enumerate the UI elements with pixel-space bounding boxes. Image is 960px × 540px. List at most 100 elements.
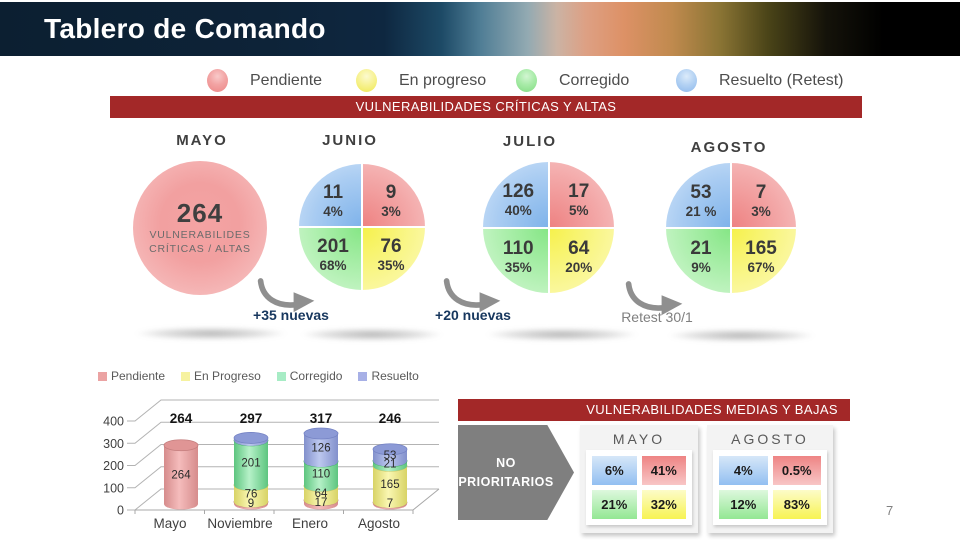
svg-text:53: 53 [384, 450, 397, 462]
corregido-marker-icon [276, 371, 286, 381]
svg-text:246: 246 [379, 411, 402, 426]
card-title: MAYO [612, 431, 666, 447]
mayo-total-circle: 264 VULNERABILIDES CRÍTICAS / ALTAS [133, 161, 267, 295]
svg-text:400: 400 [103, 415, 124, 429]
legend-label: En progreso [399, 71, 487, 89]
bar-legend-pendiente: Pendiente [98, 369, 165, 383]
agosto-resuelto-quadrant: 53 21 % [666, 163, 730, 227]
arrow-julio-agosto-icon [625, 281, 683, 316]
legend-item-resuelto: Resuelto (Retest) [676, 69, 844, 92]
agosto-pendiente-quadrant: 7 3% [732, 163, 796, 227]
svg-text:317: 317 [310, 411, 333, 426]
percent: 35% [377, 257, 405, 273]
en-progreso-dot-icon [356, 69, 377, 92]
percent: 68% [319, 257, 347, 273]
percent: 21 % [685, 203, 717, 219]
mayo-total-value: 264 [176, 198, 224, 229]
value: 76 [380, 236, 402, 258]
svg-text:7: 7 [387, 498, 393, 510]
value: 64 [568, 237, 590, 259]
pendiente-dot-icon [207, 69, 228, 92]
svg-text:Enero: Enero [292, 516, 328, 531]
junio-shadow [302, 328, 442, 341]
bar-legend-en-progreso: En Progreso [181, 369, 261, 383]
bar-legend-label: Corregido [289, 369, 343, 383]
bar-legend-resuelto: Resuelto [358, 369, 419, 383]
value: 21 [690, 238, 712, 260]
arrow-junio-julio-icon [443, 278, 501, 313]
agosto-en-progreso-quadrant: 165 67% [732, 229, 796, 293]
card-grid: 4% 0.5% 12% 83% [713, 450, 827, 525]
mayo-corregido-cell: 21% [592, 490, 637, 519]
value: 126 [502, 181, 535, 203]
card-grid: 6% 41% 21% 32% [586, 450, 692, 525]
pie-julio: 126 40% 17 5% 110 35% 64 20% [483, 162, 614, 293]
value: 110 [502, 237, 534, 259]
svg-text:9: 9 [248, 498, 254, 510]
card-title: AGOSTO [731, 431, 809, 447]
svg-text:Mayo: Mayo [153, 516, 186, 531]
chevron-line-1: NO [496, 455, 516, 470]
resuelto-marker-icon [358, 371, 368, 381]
page-title: Tablero de Comando [44, 13, 326, 44]
value: 17 [568, 181, 590, 203]
value: 53 [690, 182, 712, 204]
bar-legend-label: En Progreso [194, 369, 261, 383]
bar-legend-label: Pendiente [111, 369, 166, 383]
legend-label: Corregido [559, 71, 630, 89]
chevron-line-2: PRIORITARIOS [458, 474, 554, 489]
transition-label-retest: Retest 30/1 [621, 309, 693, 325]
percent: 67% [747, 259, 775, 275]
percent: 40% [504, 203, 532, 219]
julio-resuelto-quadrant: 126 40% [483, 162, 548, 227]
svg-text:Agosto: Agosto [358, 516, 400, 531]
junio-pendiente-quadrant: 9 3% [363, 164, 425, 226]
page-number: 7 [886, 503, 894, 518]
mayo-subtitle-1: VULNERABILIDES [149, 228, 251, 241]
svg-text:0: 0 [117, 504, 124, 518]
svg-text:165: 165 [380, 479, 399, 491]
svg-text:264: 264 [170, 411, 193, 426]
svg-text:126: 126 [311, 442, 330, 454]
percent: 3% [751, 203, 771, 219]
value: 7 [755, 182, 767, 204]
mayo-subtitle-2: CRÍTICAS / ALTAS [149, 243, 251, 256]
en-progreso-marker-icon [181, 371, 191, 381]
percent: 9% [691, 259, 711, 275]
julio-corregido-quadrant: 110 35% [483, 228, 548, 293]
resuelto-dot-icon [676, 69, 697, 92]
julio-shadow [487, 328, 637, 341]
arrow-mayo-junio-icon [257, 278, 315, 313]
svg-text:76: 76 [245, 489, 258, 501]
value: 11 [322, 182, 344, 204]
svg-text:201: 201 [241, 458, 260, 470]
svg-text:100: 100 [103, 481, 124, 495]
svg-text:264: 264 [171, 470, 191, 482]
svg-text:21: 21 [384, 458, 397, 470]
banner-criticas-altas: VULNERABILIDADES CRÍTICAS Y ALTAS [110, 96, 862, 118]
svg-text:17: 17 [315, 497, 328, 509]
value: 9 [385, 182, 397, 204]
svg-text:200: 200 [103, 459, 124, 473]
svg-text:64: 64 [315, 488, 328, 500]
banner-medias-bajas: VULNERABILIDADES MEDIAS Y BAJAS [458, 399, 850, 421]
svg-text:297: 297 [240, 411, 263, 426]
transition-label-nuevas-julio: +20 nuevas [435, 307, 511, 323]
page-header: Tablero de Comando [0, 2, 960, 56]
pendiente-marker-icon [98, 371, 107, 381]
value: 165 [745, 238, 777, 260]
percent: 20% [565, 259, 593, 275]
legend-item-en-progreso: En progreso [356, 69, 486, 92]
percent: 5% [568, 203, 589, 219]
percent: 4% [323, 203, 343, 219]
mayo-en-progreso-cell: 32% [641, 490, 686, 519]
summary-card-agosto: AGOSTO 4% 0.5% 12% 83% [707, 425, 833, 533]
julio-pendiente-quadrant: 17 5% [549, 162, 614, 227]
percent: 3% [381, 203, 401, 219]
value: 201 [317, 236, 349, 258]
agosto-corregido-cell: 12% [719, 490, 768, 519]
month-title-junio: JUNIO [322, 132, 378, 149]
agosto-en-progreso-cell: 83% [772, 490, 821, 519]
transition-label-nuevas-junio: +35 nuevas [253, 307, 329, 323]
